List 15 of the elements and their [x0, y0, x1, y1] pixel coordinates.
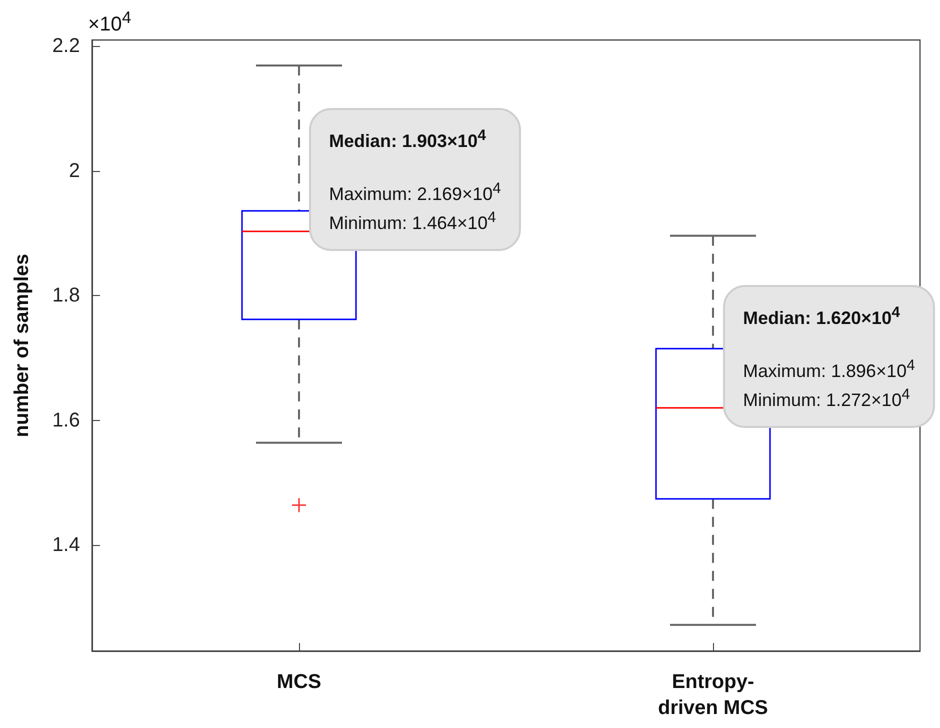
y-tick-label: 1.4 — [52, 534, 80, 556]
x-tick-label: Entropy-driven MCS — [658, 671, 768, 719]
y-tick-label: 1.6 — [52, 409, 80, 432]
y-axis-title: number of samples — [11, 254, 33, 438]
y-tick-label: 2.2 — [52, 35, 80, 58]
annotation: Median: 1.903×10$^{4}$ — [329, 126, 487, 154]
annotation: Median: 1.620×10$^{4}$ — [743, 302, 901, 330]
y-tick-label: 1.8 — [52, 284, 80, 307]
y-tick-label: 2 — [68, 160, 80, 182]
x-tick-label: MCS — [276, 671, 322, 693]
annotation: Minimum: 1.272×10$^{4}$ — [743, 384, 911, 412]
annotation: Minimum: 1.464×10$^{4}$ — [329, 208, 497, 236]
annotation: Maximum: 2.169×10$^{4}$ — [329, 179, 501, 206]
annotation: Maximum: 1.896×10$^{4}$ — [743, 356, 915, 383]
text: ×10$^{4}$ — [88, 8, 132, 37]
